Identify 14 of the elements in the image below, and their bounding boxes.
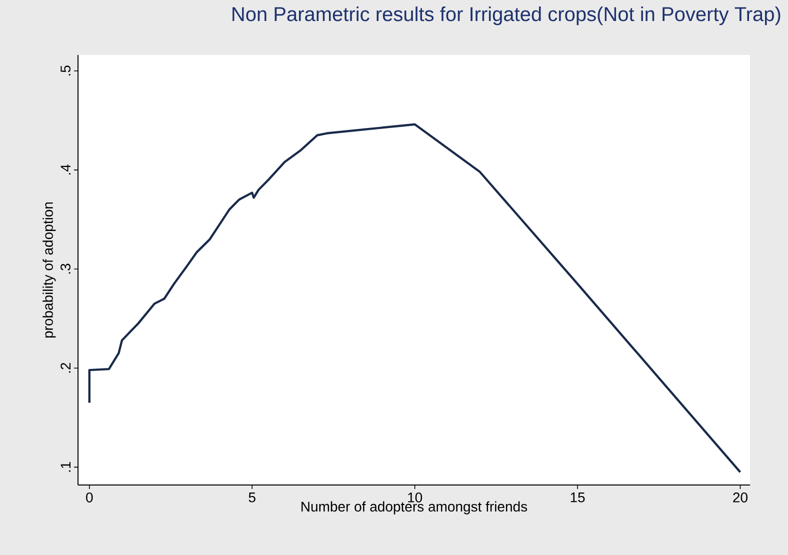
y-tick-label: .2 [60, 362, 70, 373]
chart-title: Non Parametric results for Irrigated crops(Not in Poverty Trap) [232, 6, 780, 26]
x-tick-label: 20 [733, 492, 748, 502]
x-tick-label: 0 [86, 492, 93, 502]
y-tick-label: .5 [60, 66, 70, 76]
x-axis-title: Number of adopters amongst friends [302, 501, 528, 514]
y-tick-label: .3 [60, 264, 70, 274]
x-tick-label: 15 [570, 492, 585, 502]
x-tick-label: 10 [408, 492, 422, 502]
x-tick-label: 5 [248, 492, 256, 502]
y-axis-title: probability of adoption [42, 202, 56, 338]
y-tick-label: .4 [60, 164, 70, 174]
line-series [88, 123, 742, 474]
y-tick-label: .1 [60, 462, 70, 472]
